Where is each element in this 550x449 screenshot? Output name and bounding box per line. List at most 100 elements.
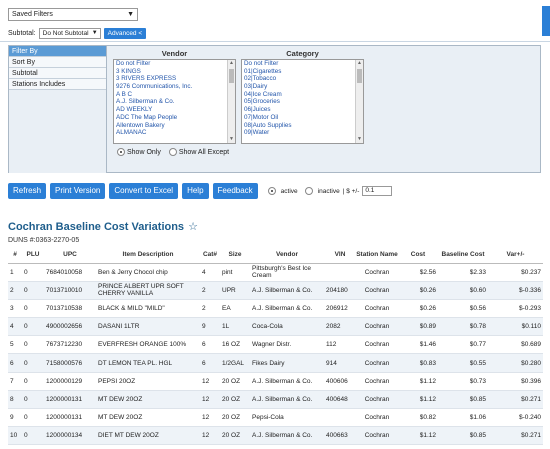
vendor-option[interactable]: ADC The Map People [116,113,178,121]
saved-filters-select[interactable]: Saved Filters ▼ [8,8,138,21]
station-name-cell: Cochran [356,408,398,428]
cat-cell: 6 [200,353,220,373]
category-option[interactable]: 08|Auto Supplies [244,121,292,129]
chevron-down-icon: ▼ [127,11,134,18]
size-cell: EA [220,299,250,319]
station-name-cell: Cochran [356,390,398,410]
active-radio[interactable] [267,187,276,195]
cat-cell: 12 [200,408,220,428]
plu-cell: 0 [22,263,44,282]
column-header[interactable]: Station Name [356,246,398,264]
variance-cell: $-0.240 [488,444,543,449]
vendor-option[interactable]: Do not Filter [116,60,151,67]
vendor-option[interactable]: ALMANAC [116,129,147,137]
variance-cell: $0.237 [488,263,543,282]
threshold-input[interactable]: 0.1 [362,186,393,196]
scroll-up-icon[interactable]: ▲ [357,60,362,66]
show-all-except-option[interactable]: Show All Except [168,148,229,156]
chevron-down-icon: ▼ [91,29,98,36]
category-option[interactable]: 09|Water [244,129,270,137]
star-icon[interactable]: ☆ [188,221,198,233]
vendor-option[interactable]: 3 RIVERS EXPRESS [116,75,177,83]
scroll-up-icon[interactable]: ▲ [229,60,234,66]
filter-menu-filter-by[interactable]: Filter By [9,46,106,57]
help-button[interactable]: Help [182,183,209,199]
show-all-except-radio[interactable] [168,148,177,156]
column-header[interactable]: Size [220,246,250,264]
category-option[interactable]: 04|Ice Cream [244,90,282,98]
column-header[interactable]: Cost [398,246,438,264]
baseline-cost-cell: $0.77 [438,335,488,355]
vendor-option[interactable]: AD WEEKLY [116,106,153,114]
item-description-cell: DIET MT DEW 20OZ [96,444,200,449]
filter-menu-stations-includes[interactable]: Stations Includes [9,79,106,90]
feedback-button[interactable]: Feedback [212,183,258,199]
scroll-thumb[interactable] [229,69,234,83]
size-cell: 20 OZ [220,372,250,391]
inactive-radio[interactable] [304,187,313,195]
column-header[interactable]: PLU [22,246,44,264]
upc-cell: 7158000576 [44,353,96,373]
column-header[interactable]: Vendor [250,246,324,264]
filter-menu-subtotal[interactable]: Subtotal [9,68,106,79]
show-only-option[interactable]: Show Only [117,148,161,156]
item-description-cell: MT DEW 20OZ [96,408,200,428]
subtotal-select[interactable]: Do Not Subtotal ▼ [38,27,101,39]
cat-cell: 12 [200,444,220,449]
category-option[interactable]: 03|Dairy [244,83,268,91]
column-header[interactable]: Var+/- [488,246,543,264]
category-option[interactable]: 05|Groceries [244,98,280,106]
category-option[interactable]: 07|Motor Oil [244,113,279,121]
category-scrollbar[interactable]: ▲ ▼ [355,60,363,143]
column-header[interactable]: Item Description [96,246,200,264]
vendor-option[interactable]: A B C [116,90,133,98]
convert-to-excel-button[interactable]: Convert to Excel [109,183,179,199]
column-header[interactable]: Baseline Cost [438,246,488,264]
row-number: 2 [8,281,22,300]
plu-cell: 0 [22,317,44,337]
size-cell: 20 OZ [220,444,250,449]
column-header[interactable]: # [8,246,22,264]
refresh-button[interactable]: Refresh [8,183,47,199]
show-only-radio[interactable] [117,148,125,156]
filter-menu-sort-by[interactable]: Sort By [9,57,106,68]
scroll-down-icon[interactable]: ▼ [357,136,362,142]
baseline-cost-cell: $0.56 [438,299,488,319]
category-option[interactable]: 01|Cigarettes [244,67,282,75]
column-header[interactable]: Cat# [200,246,220,264]
vendor-listbox[interactable]: Do not Filter 3 KINGS 3 RIVERS EXPRESS 9… [113,59,236,144]
category-option[interactable]: Do not Filter [244,60,279,67]
action-bar: Refresh Print Version Convert to Excel H… [8,183,393,199]
upc-cell: 1200000129 [44,372,96,391]
upc-cell: 7013710010 [44,281,96,300]
vendor-option[interactable]: Allentown Bakery [116,121,165,129]
vendor-option[interactable]: 3 KINGS [116,67,141,75]
vendor-scrollbar[interactable]: ▲ ▼ [227,60,235,143]
cost-cell: $2.56 [398,263,438,282]
vendor-cell: A.J. Silberman & Co. [250,426,324,446]
table-row: 9 0 1200000131 MT DEW 20OZ 12 20 OZ Pepsi-Cola… [8,408,543,428]
column-header[interactable]: VIN [324,246,356,264]
plu-cell: 0 [22,372,44,391]
size-cell: 20 OZ [220,426,250,446]
plu-cell: 0 [22,299,44,319]
category-option[interactable]: 02|Tobacco [244,75,277,83]
plu-cell: 0 [22,335,44,355]
vendor-option[interactable]: 9276 Communications, Inc. [116,83,193,91]
row-number: 11 [8,444,22,449]
category-listbox[interactable]: Do not Filter 01|Cigarettes 02|Tobacco 0… [241,59,364,144]
column-header[interactable]: UPC [44,246,96,264]
item-description-cell: DIET MT DEW 20OZ [96,426,200,446]
print-version-button[interactable]: Print Version [50,183,106,199]
size-cell: 16 OZ [220,335,250,355]
side-tab[interactable] [542,6,550,36]
scroll-thumb[interactable] [357,69,362,83]
category-option[interactable]: 06|Juices [244,106,271,114]
row-number: 3 [8,299,22,319]
duns-number: DUNS #:0363-2270-05 [8,237,80,244]
advanced-button[interactable]: Advanced < [103,27,147,39]
scroll-down-icon[interactable]: ▼ [229,136,234,142]
table-row: 3 0 7013710538 BLACK & MILD "MILD" 2 EA A.J. S… [8,299,543,319]
variance-cell: $-0.336 [488,281,543,300]
vendor-option[interactable]: A.J. Silberman & Co. [116,98,175,106]
